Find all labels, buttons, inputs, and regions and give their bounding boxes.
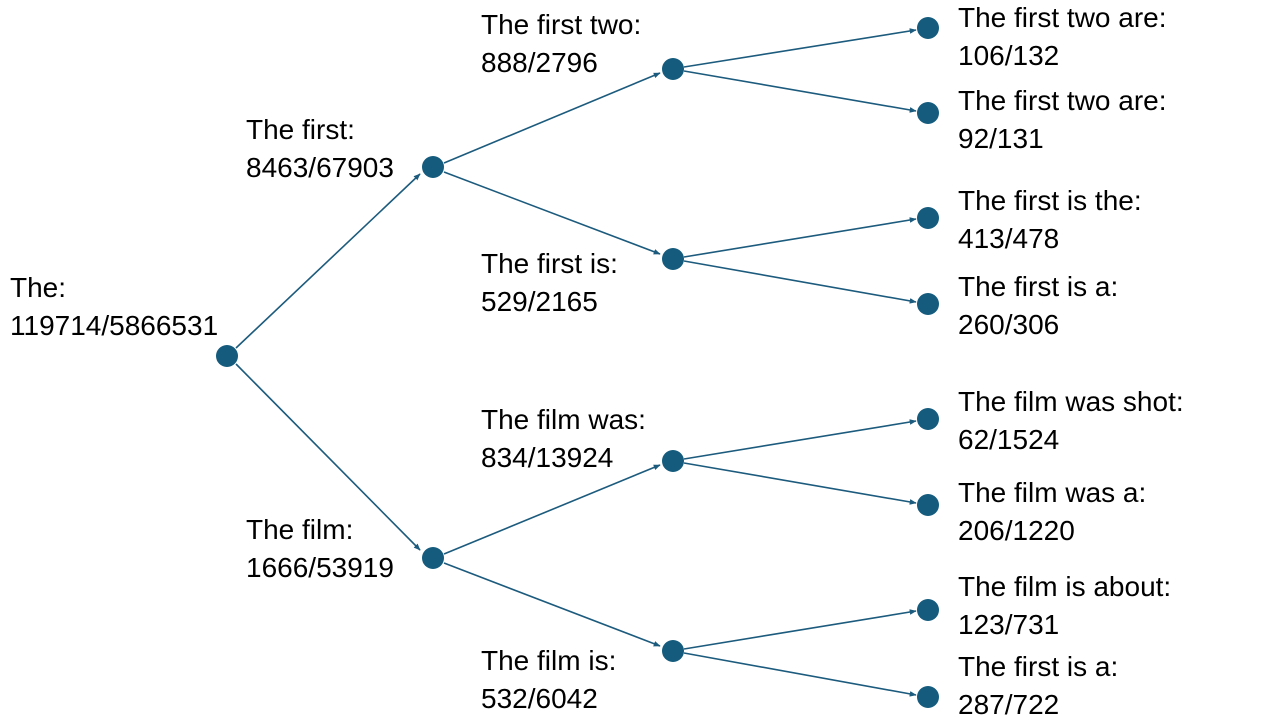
count-leaf-7: 123/731 bbox=[958, 609, 1059, 640]
label-film: The film: bbox=[246, 514, 353, 545]
label-first-two: The first two: bbox=[481, 9, 641, 40]
edge-firstis-leaf2 bbox=[683, 260, 917, 304]
count-film-is: 532/6042 bbox=[481, 683, 598, 714]
node-film-is bbox=[662, 640, 684, 662]
edge-first-firsttwo bbox=[443, 72, 661, 164]
count-leaf-8: 287/722 bbox=[958, 689, 1059, 720]
edge-filmis-leaf1 bbox=[683, 609, 917, 650]
node-film bbox=[422, 547, 444, 569]
nodes bbox=[216, 17, 939, 708]
count-leaf-6: 206/1220 bbox=[958, 515, 1075, 546]
label-leaf-5: The film was shot: bbox=[958, 386, 1184, 417]
count-leaf-4: 260/306 bbox=[958, 309, 1059, 340]
edge-first-firstis bbox=[443, 171, 661, 255]
edge-filmwas-leaf1 bbox=[683, 419, 917, 460]
leaf-first-is-a bbox=[917, 293, 939, 315]
count-film-was: 834/13924 bbox=[481, 442, 613, 473]
edge-firsttwo-leaf1 bbox=[683, 28, 917, 68]
label-leaf-8: The first is a: bbox=[958, 651, 1118, 682]
edge-firstis-leaf1 bbox=[683, 217, 917, 258]
edge-filmis-leaf2 bbox=[683, 652, 917, 697]
label-film-was: The film was: bbox=[481, 404, 646, 435]
edge-filmwas-leaf2 bbox=[683, 462, 917, 505]
edge-film-filmis bbox=[443, 562, 661, 647]
label-leaf-6: The film was a: bbox=[958, 477, 1146, 508]
edge-firsttwo-leaf2 bbox=[683, 70, 917, 113]
count-leaf-2: 92/131 bbox=[958, 123, 1044, 154]
label-root: The: bbox=[10, 272, 66, 303]
count-first-is: 529/2165 bbox=[481, 286, 598, 317]
count-first-two: 888/2796 bbox=[481, 47, 598, 78]
label-leaf-2: The first two are: bbox=[958, 85, 1167, 116]
count-film: 1666/53919 bbox=[246, 552, 394, 583]
label-leaf-3: The first is the: bbox=[958, 185, 1142, 216]
node-root bbox=[216, 345, 238, 367]
count-leaf-5: 62/1524 bbox=[958, 424, 1059, 455]
label-leaf-1: The first two are: bbox=[958, 2, 1167, 33]
leaf-first-two-are-2 bbox=[917, 102, 939, 124]
label-first-is: The first is: bbox=[481, 248, 618, 279]
label-leaf-4: The first is a: bbox=[958, 271, 1118, 302]
leaf-first-two-are-1 bbox=[917, 17, 939, 39]
edges bbox=[235, 28, 917, 697]
node-first-is bbox=[662, 248, 684, 270]
label-film-is: The film is: bbox=[481, 645, 616, 676]
edge-root-film bbox=[235, 363, 421, 551]
label-first: The first: bbox=[246, 114, 355, 145]
leaf-film-is-about bbox=[917, 599, 939, 621]
node-first-two bbox=[662, 58, 684, 80]
leaf-first-is-the bbox=[917, 207, 939, 229]
label-leaf-7: The film is about: bbox=[958, 571, 1171, 602]
node-first bbox=[422, 156, 444, 178]
node-film-was bbox=[662, 450, 684, 472]
labels: The: 119714/5866531 The first: 8463/6790… bbox=[10, 2, 1184, 720]
edge-root-first bbox=[235, 173, 421, 349]
leaf-film-was-shot bbox=[917, 408, 939, 430]
edge-film-filmwas bbox=[443, 464, 661, 555]
count-first: 8463/67903 bbox=[246, 152, 394, 183]
count-leaf-3: 413/478 bbox=[958, 223, 1059, 254]
count-leaf-1: 106/132 bbox=[958, 40, 1059, 71]
count-root: 119714/5866531 bbox=[10, 310, 218, 341]
leaf-film-was-a bbox=[917, 494, 939, 516]
leaf-first-is-a-2 bbox=[917, 686, 939, 708]
